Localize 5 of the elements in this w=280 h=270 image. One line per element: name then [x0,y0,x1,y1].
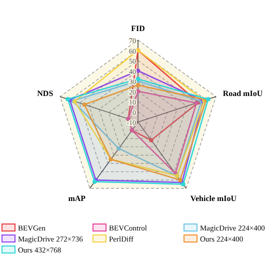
spoke-label: NDS [37,88,54,98]
spoke-label: Road mIoU [222,88,263,98]
spoke-label: Vehicle mIoU [190,194,237,204]
spoke-label: FID [131,24,146,33]
spoke-label: mAP [68,194,86,204]
